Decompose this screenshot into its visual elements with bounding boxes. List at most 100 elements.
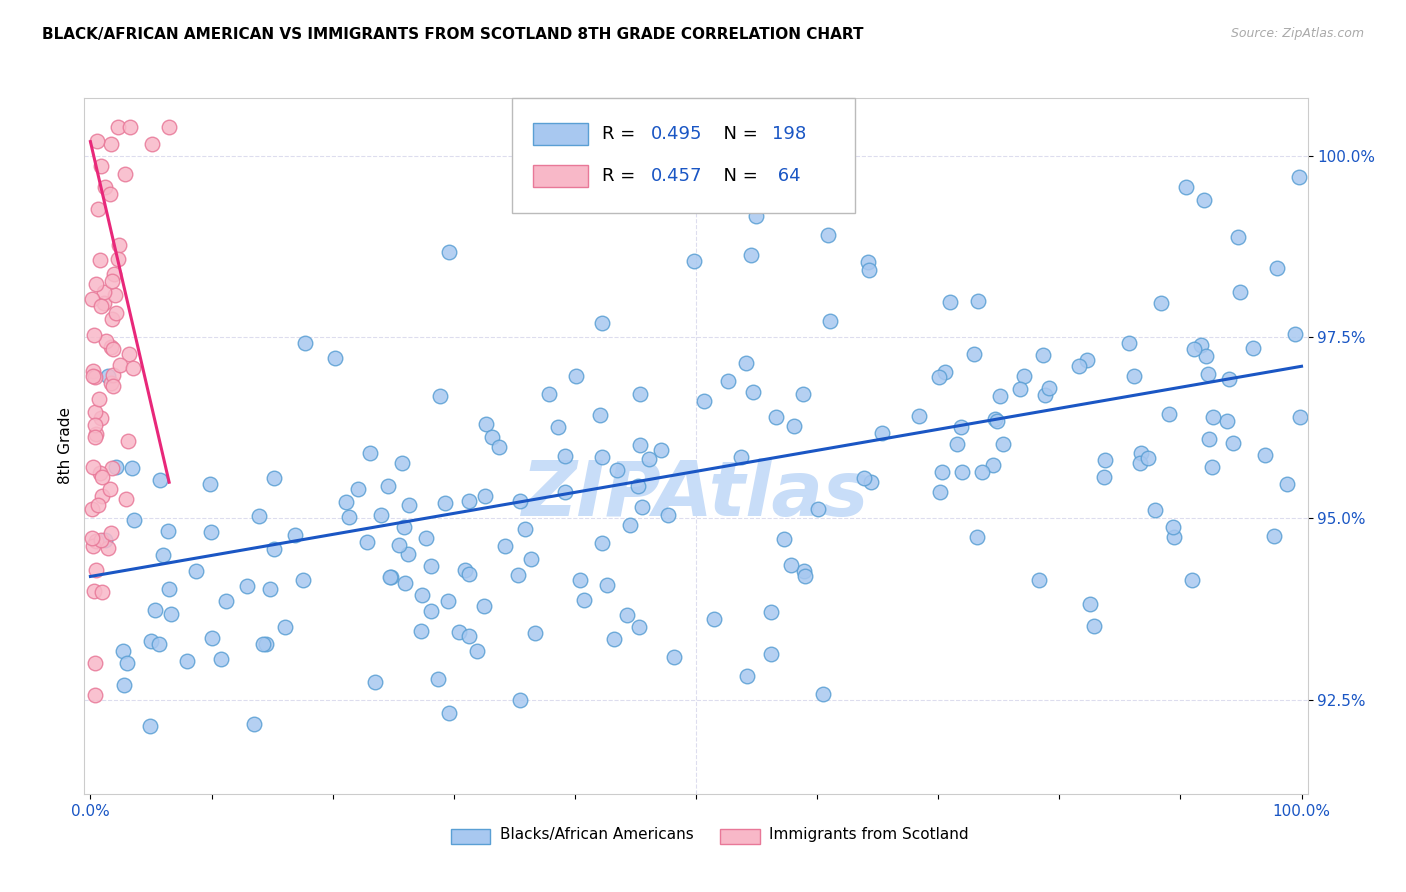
- Point: [554, 484, 576, 499]
- Point: [84, 426, 107, 441]
- Point: [89, 411, 111, 425]
- Point: [1198, 433, 1220, 447]
- Point: [1201, 460, 1223, 475]
- Point: [1083, 619, 1105, 633]
- Point: [592, 536, 614, 550]
- Point: [87, 392, 110, 406]
- Point: [1226, 230, 1249, 244]
- Point: [993, 437, 1015, 451]
- Point: [112, 678, 135, 692]
- Point: [394, 520, 416, 534]
- Point: [627, 478, 650, 492]
- Point: [149, 473, 172, 487]
- Text: 0.495: 0.495: [651, 125, 702, 144]
- Text: BLACK/AFRICAN AMERICAN VS IMMIGRANTS FROM SCOTLAND 8TH GRADE CORRELATION CHART: BLACK/AFRICAN AMERICAN VS IMMIGRANTS FRO…: [42, 27, 863, 42]
- Point: [966, 530, 988, 544]
- Point: [817, 228, 839, 243]
- Point: [100, 482, 122, 496]
- Point: [765, 410, 787, 425]
- Point: [84, 417, 107, 432]
- Point: [152, 549, 174, 563]
- Point: [1289, 409, 1312, 424]
- Point: [419, 604, 441, 618]
- Point: [1275, 476, 1298, 491]
- Point: [509, 693, 531, 707]
- Point: [1198, 367, 1220, 381]
- Point: [481, 430, 503, 444]
- Point: [1288, 169, 1310, 184]
- Point: [1189, 337, 1212, 351]
- Point: [87, 202, 110, 216]
- Point: [215, 594, 238, 608]
- Point: [970, 465, 993, 479]
- Point: [628, 438, 651, 452]
- Bar: [451, 829, 491, 844]
- Point: [82, 460, 104, 475]
- Text: R =: R =: [602, 125, 641, 144]
- Point: [252, 637, 274, 651]
- Point: [1118, 336, 1140, 351]
- Point: [1229, 285, 1251, 300]
- Point: [1129, 456, 1152, 470]
- Point: [472, 599, 495, 614]
- Point: [80, 531, 103, 545]
- Point: [811, 687, 834, 701]
- Point: [928, 370, 950, 384]
- Point: [619, 517, 641, 532]
- Point: [82, 539, 104, 553]
- Point: [90, 299, 112, 313]
- Point: [931, 465, 953, 479]
- Point: [356, 535, 378, 549]
- Point: [108, 358, 131, 372]
- Point: [523, 625, 546, 640]
- Point: [508, 567, 530, 582]
- Point: [80, 502, 103, 516]
- Point: [121, 460, 143, 475]
- Point: [1202, 410, 1225, 425]
- Point: [1008, 382, 1031, 396]
- Point: [396, 547, 419, 561]
- Point: [703, 612, 725, 626]
- Point: [91, 470, 114, 484]
- Point: [104, 459, 127, 474]
- Point: [934, 365, 956, 379]
- Point: [1150, 295, 1173, 310]
- Point: [411, 624, 433, 639]
- Point: [139, 719, 162, 733]
- Point: [89, 466, 111, 480]
- Point: [1012, 369, 1035, 384]
- Point: [86, 134, 108, 148]
- Point: [588, 408, 610, 422]
- Point: [1184, 343, 1206, 357]
- Point: [254, 637, 277, 651]
- Point: [84, 277, 107, 291]
- Point: [101, 342, 124, 356]
- Point: [1144, 502, 1167, 516]
- Point: [859, 475, 882, 489]
- Point: [104, 287, 127, 301]
- Point: [82, 368, 104, 383]
- Point: [82, 363, 104, 377]
- Point: [247, 508, 270, 523]
- Point: [454, 563, 477, 577]
- Text: Source: ZipAtlas.com: Source: ZipAtlas.com: [1230, 27, 1364, 40]
- Point: [118, 346, 141, 360]
- Point: [818, 313, 841, 327]
- Point: [1174, 179, 1197, 194]
- Point: [1218, 372, 1240, 386]
- Point: [83, 405, 105, 419]
- Point: [117, 434, 139, 448]
- Text: Blacks/African Americans: Blacks/African Americans: [501, 827, 695, 842]
- Text: R =: R =: [602, 167, 641, 185]
- Point: [631, 500, 654, 514]
- Point: [465, 644, 488, 658]
- Point: [117, 657, 139, 671]
- Point: [793, 564, 815, 578]
- Text: 0.457: 0.457: [651, 167, 702, 185]
- Point: [437, 706, 460, 720]
- Point: [807, 502, 830, 516]
- Point: [1216, 414, 1239, 428]
- Point: [1092, 469, 1115, 483]
- Text: Immigrants from Scotland: Immigrants from Scotland: [769, 827, 969, 842]
- Point: [148, 637, 170, 651]
